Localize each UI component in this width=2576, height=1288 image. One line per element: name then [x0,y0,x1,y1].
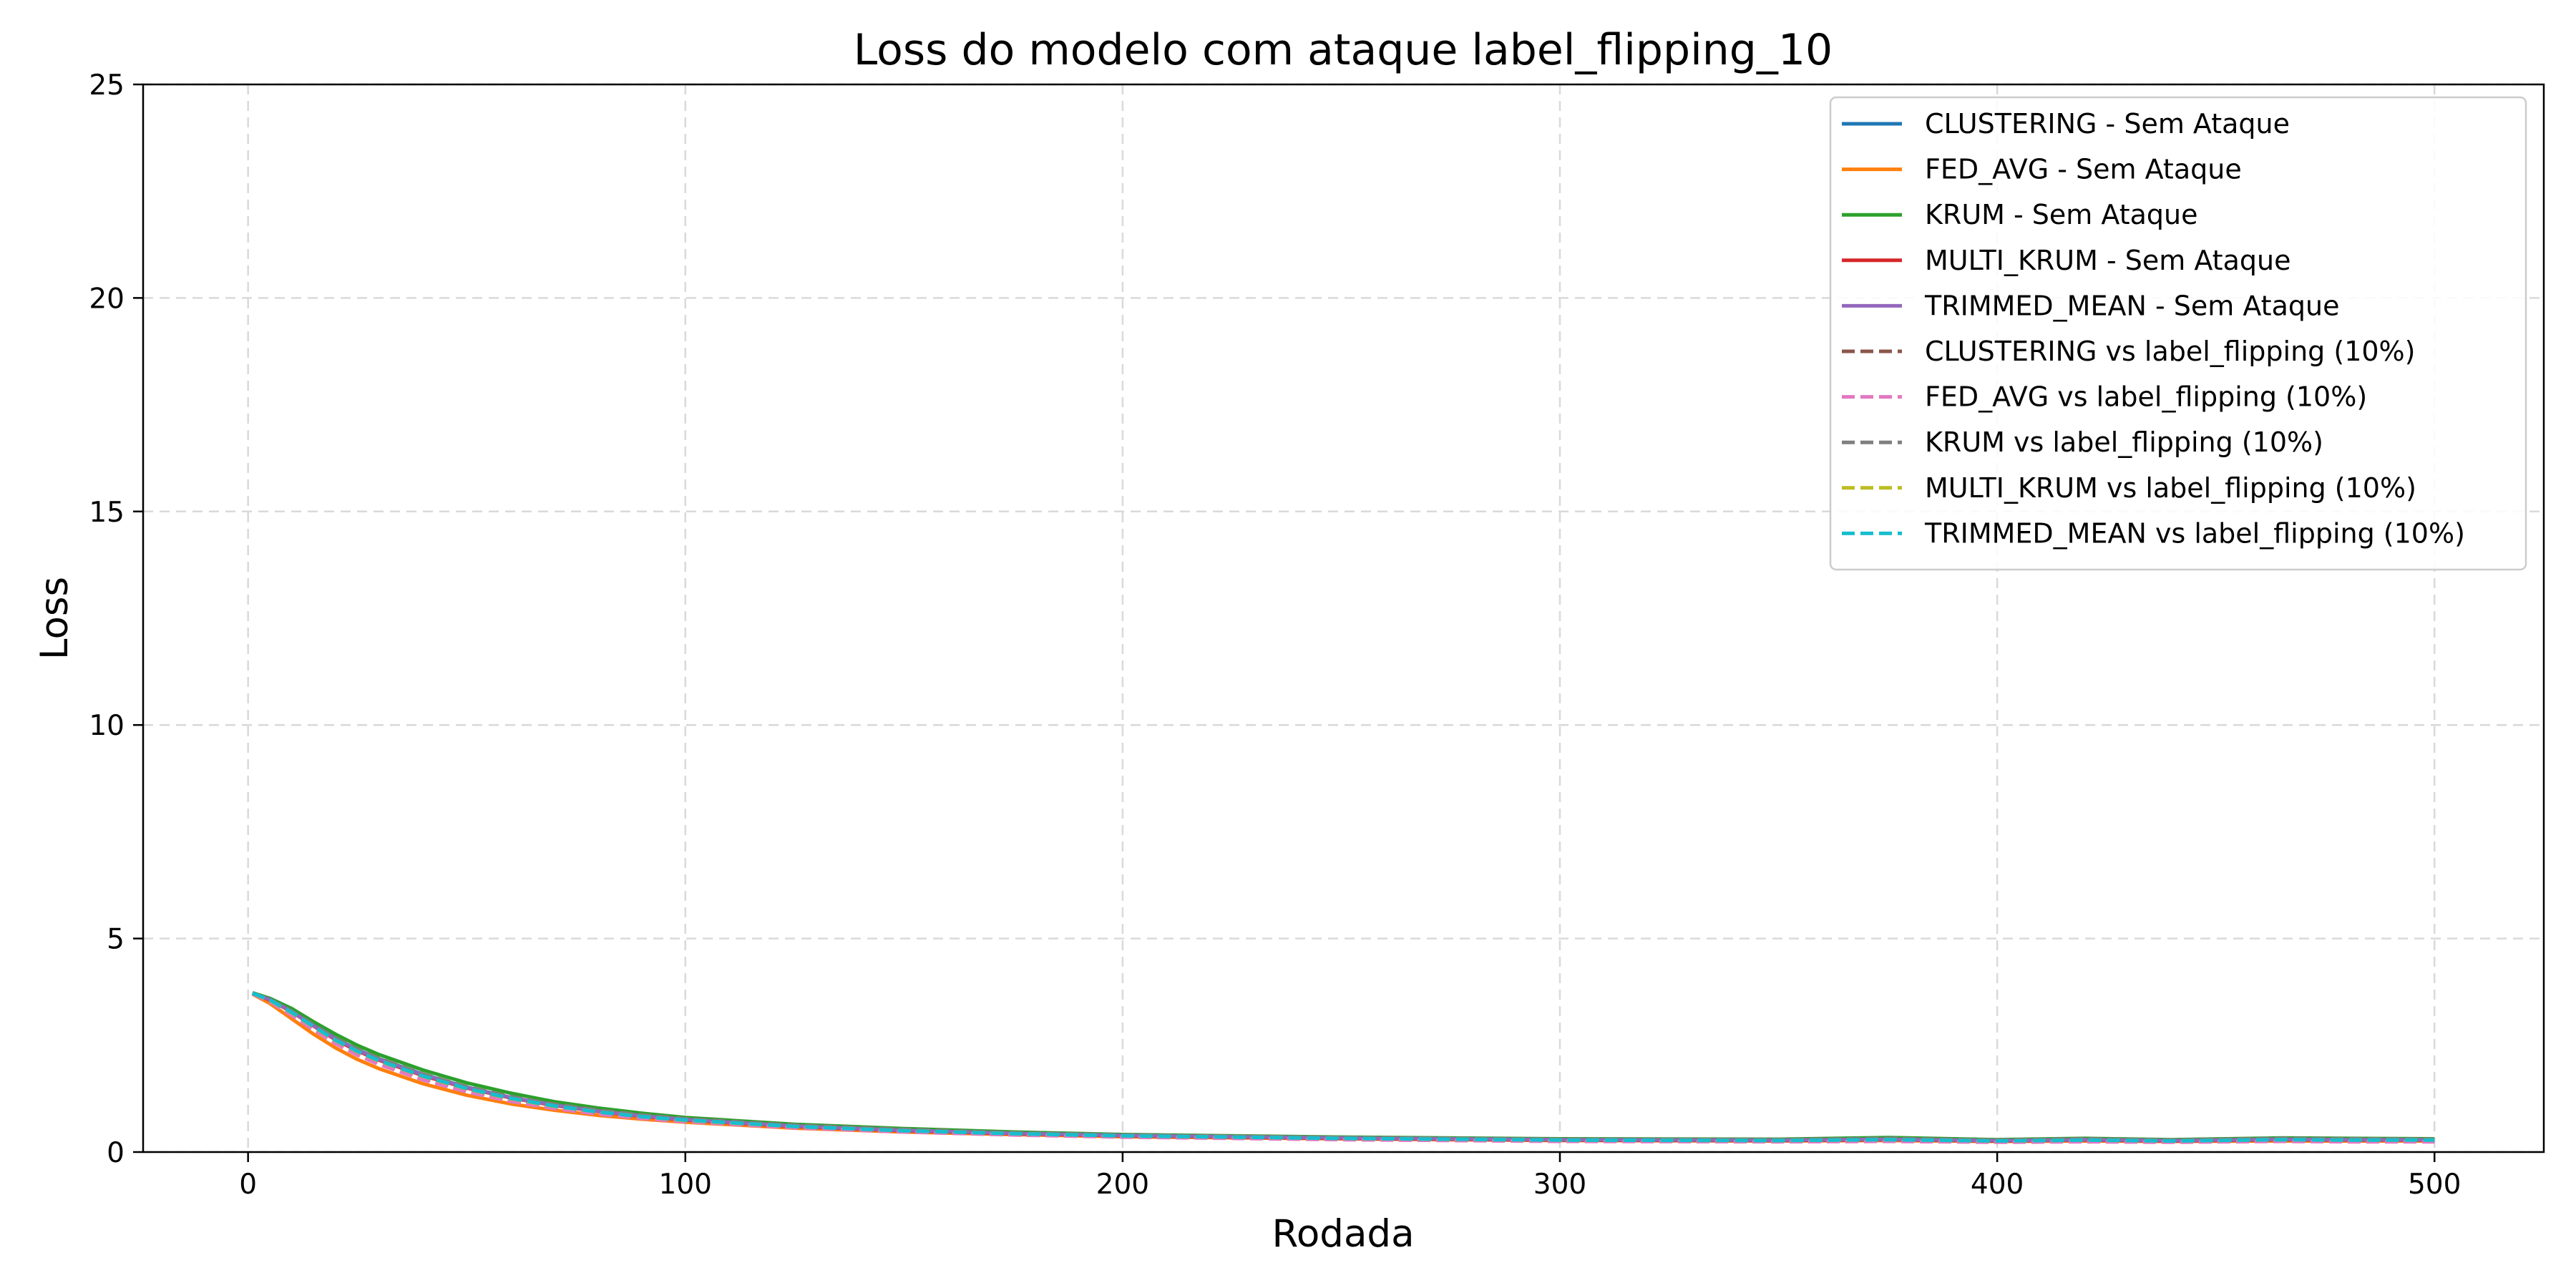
series-line [252,991,2435,1142]
series-line [251,991,2435,1143]
x-tick-label: 400 [1971,1169,2024,1201]
legend-label: KRUM vs label_flipping (10%) [1925,426,2323,458]
chart-title: Loss do modelo com ataque label_flipping… [854,25,1833,75]
legend-label: MULTI_KRUM - Sem Ataque [1925,245,2290,276]
legend-label: TRIMMED_MEAN vs label_flipping (10%) [1924,517,2465,549]
series-line [251,991,2435,1143]
y-tick-label: 15 [89,497,125,529]
y-tick-label: 5 [107,924,125,956]
series-line [251,992,2435,1144]
series-line [251,992,2435,1143]
legend-label: FED_AVG - Sem Ataque [1925,154,2242,185]
plot-series [251,991,2435,1144]
legend-label: MULTI_KRUM vs label_flipping (10%) [1925,472,2416,504]
y-tick-label: 10 [89,710,125,742]
series-line [251,991,2435,1143]
series-line [251,992,2435,1143]
x-tick-label: 300 [1533,1169,1586,1201]
series-line [251,991,2435,1142]
x-axis-label: Rodada [1272,1212,1414,1256]
legend-label: KRUM - Sem Ataque [1925,199,2197,230]
x-tick-label: 100 [659,1169,712,1201]
x-tick-label: 0 [239,1169,257,1201]
legend-label: TRIMMED_MEAN - Sem Ataque [1924,290,2339,321]
x-tick-label: 500 [2408,1169,2461,1201]
legend-box [1829,96,2527,571]
series-line [251,991,2435,1143]
plot-frame [142,83,2545,1153]
axis-ticks: 0 100 200 300 400 500 0 5 10 15 20 25 [89,69,2461,1201]
series-line [251,991,2435,1143]
x-tick-label: 200 [1096,1169,1149,1201]
y-axis-label: Loss [33,577,77,660]
legend: CLUSTERING - Sem Ataque FED_AVG - Sem Ata… [1829,96,2527,571]
legend-label: CLUSTERING vs label_flipping (10%) [1925,336,2415,367]
y-tick-label: 0 [107,1137,125,1169]
y-tick-label: 20 [89,283,125,315]
legend-label: CLUSTERING - Sem Ataque [1925,108,2290,140]
legend-label: FED_AVG vs label_flipping (10%) [1925,381,2367,413]
y-tick-label: 25 [89,69,125,102]
